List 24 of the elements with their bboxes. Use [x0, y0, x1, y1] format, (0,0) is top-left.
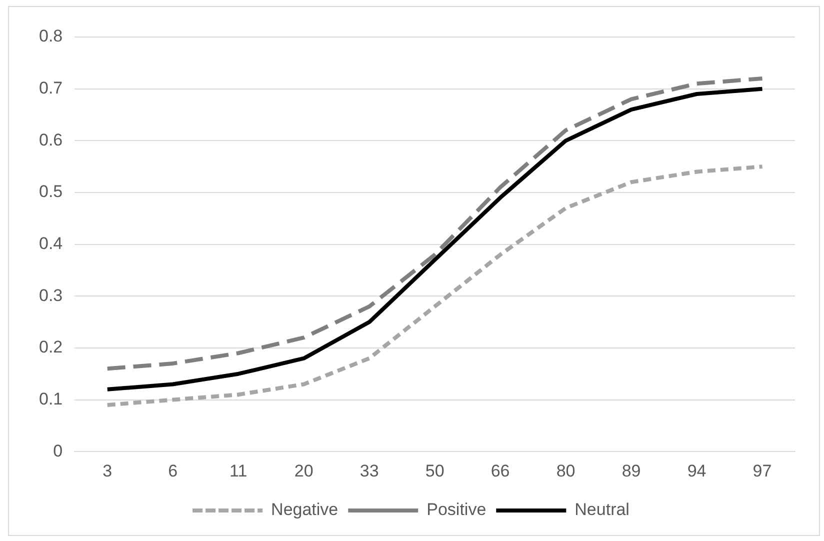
legend-label: Negative: [271, 500, 338, 520]
legend-label: Positive: [426, 500, 486, 520]
line-series: [105, 164, 764, 407]
x-tick-label: 20: [294, 461, 314, 480]
x-tick-label: 66: [490, 461, 510, 480]
x-tick-label: 6: [168, 461, 178, 480]
x-tick-label: 3: [102, 461, 112, 480]
x-tick-label: 50: [425, 461, 444, 480]
y-tick-label: 0.7: [38, 78, 63, 98]
y-tick-label: 0.4: [38, 234, 63, 253]
y-tick-label: 0.1: [38, 389, 63, 408]
x-tick-label: 11: [230, 461, 248, 480]
y-tick-label: 0.3: [38, 286, 63, 305]
y-tick-label: 0.6: [38, 130, 63, 150]
x-tick-label: 33: [360, 461, 379, 480]
x-tick-label: 89: [622, 461, 641, 480]
y-tick-label: 0: [53, 441, 63, 460]
legend-label: Neutral: [574, 500, 630, 520]
y-tick-label: 0.2: [38, 338, 63, 357]
y-tick-label: 0.8: [38, 26, 63, 46]
y-tick-label: 0.5: [38, 182, 63, 202]
x-tick-label: 94: [687, 461, 706, 480]
x-tick-label: 97: [752, 461, 772, 480]
x-tick-label: 80: [556, 461, 576, 480]
